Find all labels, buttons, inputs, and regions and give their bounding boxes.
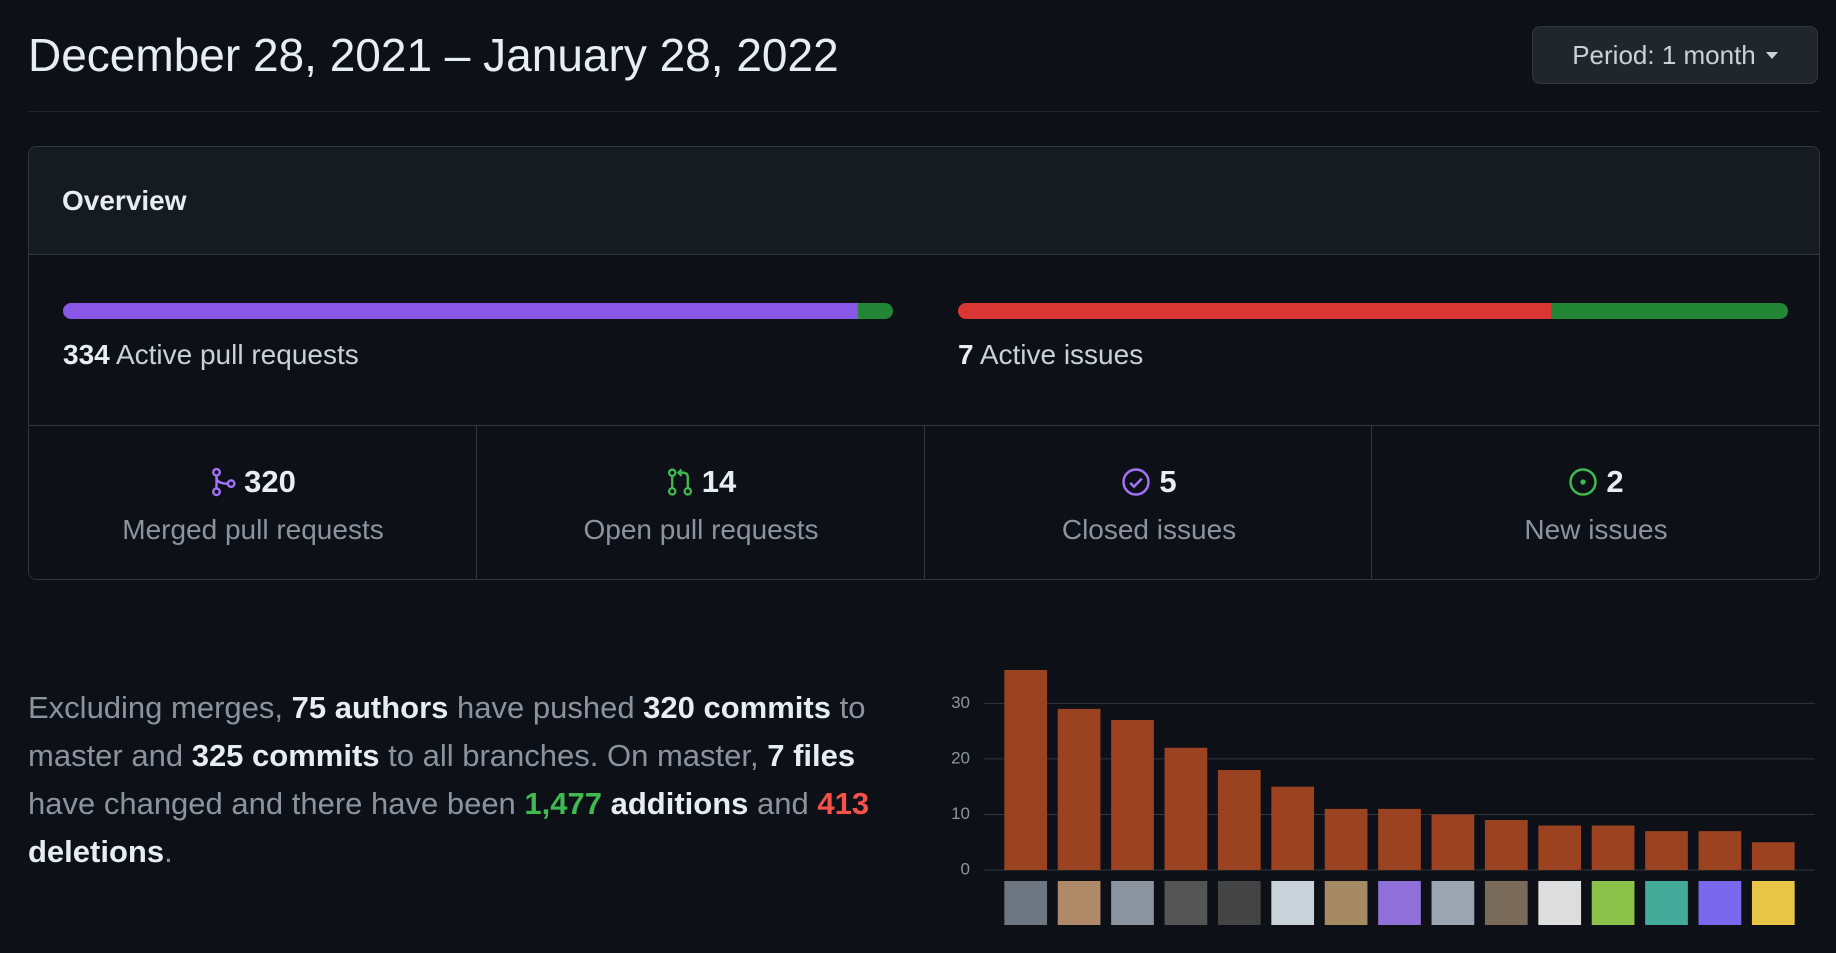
summary-text — [602, 786, 611, 821]
y-tick-label: 20 — [951, 748, 970, 767]
avatar — [1271, 881, 1315, 925]
pr-label: Active pull requests — [115, 339, 359, 370]
stat-count: 2 — [1606, 464, 1624, 499]
avatar — [1164, 881, 1208, 925]
y-tick-label: 30 — [951, 693, 970, 712]
bar — [1751, 842, 1795, 870]
stat-label: Merged pull requests — [122, 514, 384, 545]
pr-count: 334 — [63, 339, 110, 370]
issue-label: Active issues — [979, 339, 1144, 370]
avatar — [1111, 881, 1154, 925]
bar — [1431, 814, 1475, 870]
summary-text: 75 authors — [291, 690, 449, 725]
issue-count: 7 — [958, 339, 974, 370]
bar — [1111, 720, 1154, 870]
closed-icon — [1122, 468, 1151, 496]
summary-text: 1,477 — [524, 786, 602, 821]
bar — [1645, 831, 1688, 870]
avatar — [1591, 881, 1635, 925]
stat-count: 320 — [244, 464, 296, 499]
avatar — [1004, 881, 1048, 925]
summary-text: to all branches. On master, — [379, 738, 768, 773]
new-segment — [1550, 303, 1788, 319]
issue-icon — [1569, 468, 1598, 496]
stat-merged: 320 Merged pull requests — [29, 426, 477, 579]
divider — [28, 111, 1820, 112]
avatar — [1378, 881, 1421, 925]
summary-text: and — [748, 786, 818, 821]
caret — [1765, 51, 1778, 59]
bar — [1698, 831, 1742, 870]
period-label: Period: 1 month — [1572, 39, 1756, 70]
bar — [1591, 825, 1635, 870]
summary-text: have changed and there have been — [28, 786, 525, 821]
avatar — [1431, 881, 1475, 925]
bar — [1484, 820, 1528, 870]
stat-new: 2 New issues — [1371, 426, 1819, 579]
summary-text: deletions — [28, 834, 165, 869]
date-range-title: December 28, 2021 – January 28, 2022 — [28, 29, 839, 81]
avatar — [1324, 881, 1368, 925]
summary-text: 325 commits — [191, 738, 380, 773]
overview-box: Overview 334 Active pull requests 7 Acti… — [28, 146, 1820, 580]
stat-closed: 5 Closed issues — [924, 426, 1373, 579]
commit-summary: Excluding merges, 75 authors have pushed… — [28, 684, 908, 876]
bar — [1164, 747, 1208, 870]
period-button[interactable]: Period: 1 month — [1532, 26, 1818, 84]
stat-label: New issues — [1524, 514, 1668, 545]
open-segment — [858, 303, 893, 319]
bar — [1324, 808, 1368, 870]
stat-open: 14 Open pull requests — [476, 426, 925, 579]
stat-count: 5 — [1159, 464, 1177, 499]
avatar — [1057, 881, 1101, 925]
avatar — [1751, 881, 1795, 925]
bar — [1378, 808, 1421, 870]
summary-text: 413 — [817, 786, 870, 821]
y-tick-label: 0 — [961, 859, 970, 878]
avatar — [1217, 881, 1261, 925]
stat-label: Open pull requests — [583, 514, 819, 545]
divider — [29, 425, 1819, 426]
bar — [1271, 786, 1315, 870]
bar — [1057, 708, 1101, 870]
merged-segment — [63, 303, 859, 319]
closed-segment — [958, 303, 1551, 319]
avatar — [1484, 881, 1528, 925]
pr-progress — [63, 303, 893, 319]
summary-text: 7 files — [767, 738, 856, 773]
avatar — [1698, 881, 1742, 925]
summary-text: have pushed — [448, 690, 644, 725]
commits-chart: 0 10 20 30 — [951, 670, 1815, 925]
issue-progress — [958, 303, 1788, 319]
overview-header — [29, 147, 1819, 255]
summary-text: additions — [610, 786, 749, 821]
summary-text: . — [164, 834, 173, 869]
avatar — [1538, 881, 1582, 925]
overview-title: Overview — [62, 185, 187, 216]
summary-text: Excluding merges, — [28, 690, 292, 725]
bar — [1538, 825, 1582, 870]
pr-icon — [667, 468, 692, 496]
avatar — [1645, 881, 1688, 925]
issue-summary: 7 Active issues — [958, 339, 1143, 371]
bar — [1217, 770, 1261, 870]
summary-text: to master and — [28, 690, 866, 773]
merge-icon — [212, 467, 236, 497]
pr-summary: 334 Active pull requests — [63, 339, 359, 371]
bar — [1004, 670, 1048, 870]
summary-text: 320 commits — [643, 690, 831, 725]
stat-count: 14 — [701, 464, 737, 499]
stat-label: Closed issues — [1061, 514, 1237, 545]
y-tick-label: 10 — [951, 804, 970, 823]
